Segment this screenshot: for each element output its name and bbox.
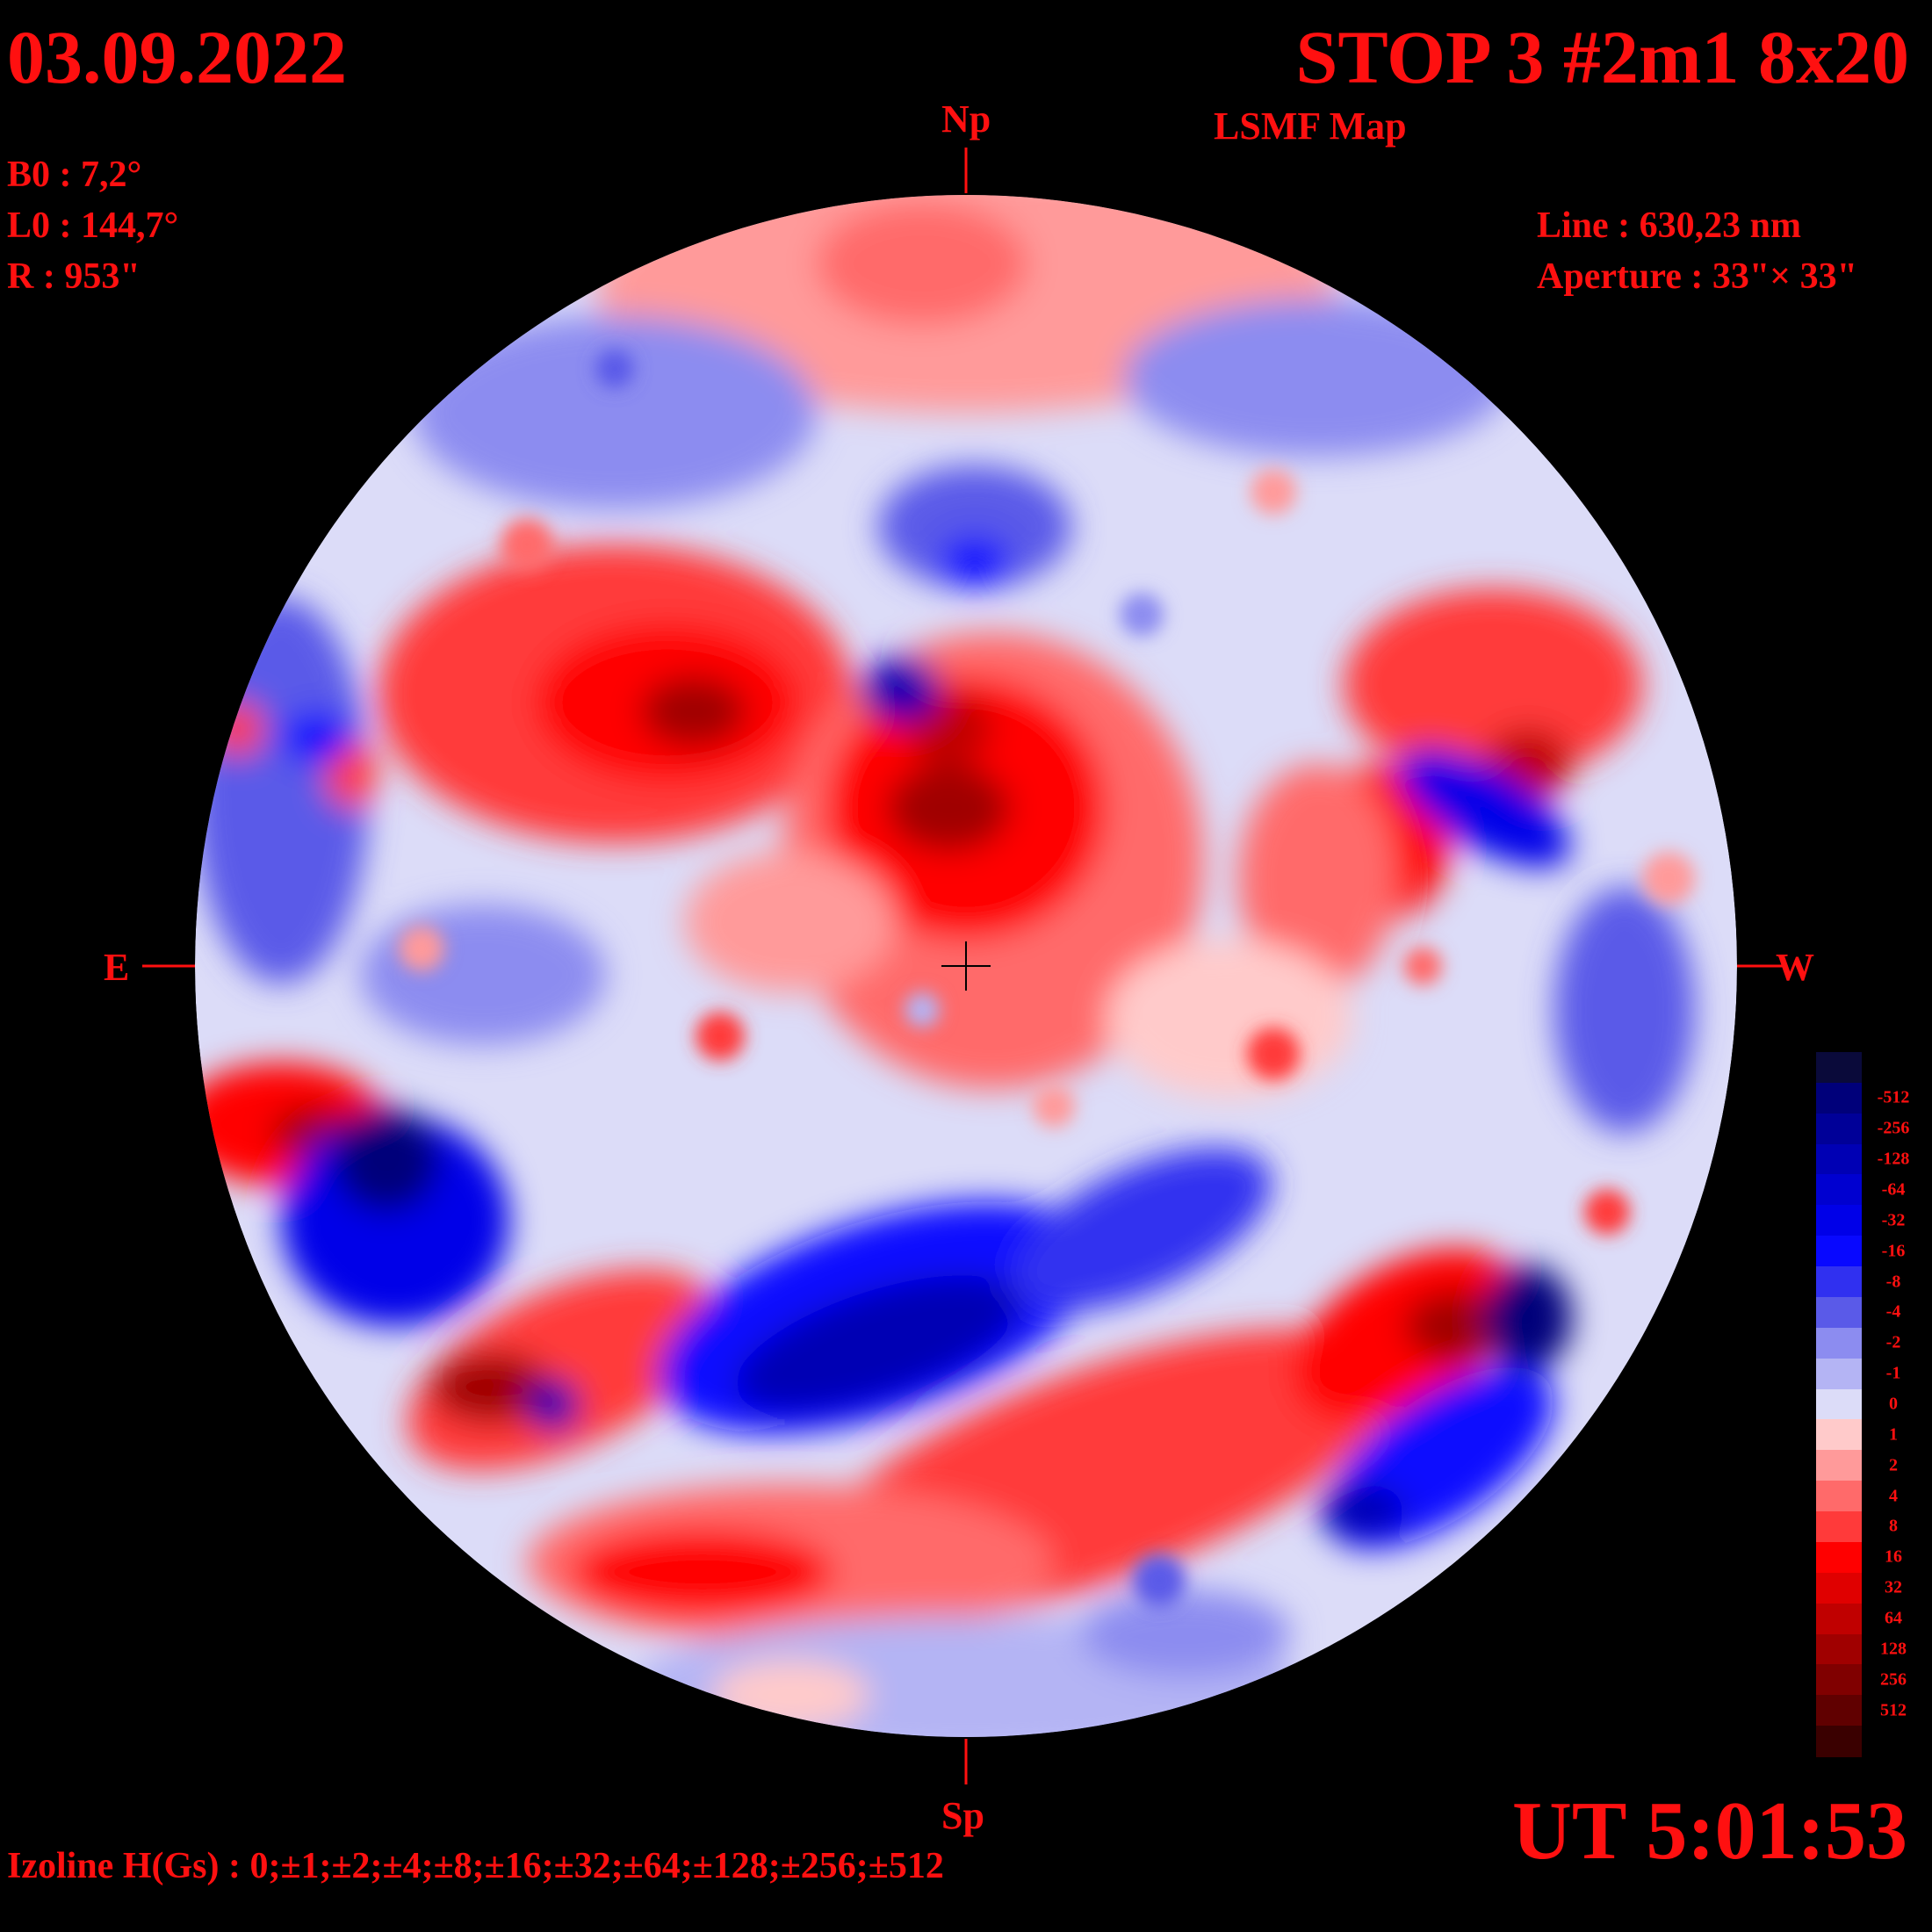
legend-swatch [1816,1174,1862,1207]
l0-value: L0 : 144,7° [7,205,179,246]
legend-swatch [1816,1572,1862,1604]
small-scale-features [399,350,1695,1607]
legend-label: 64 [1885,1608,1902,1628]
west-label: W [1776,946,1814,989]
legend-swatch [1816,1633,1862,1666]
legend-swatch [1816,1481,1862,1513]
legend-label: 128 [1880,1639,1907,1659]
axis-ticks [142,148,1783,1784]
legend-label: 1 [1889,1424,1898,1445]
legend-swatch [1816,1296,1862,1329]
east-label: E [104,946,130,989]
polarity-regions [195,195,1695,1737]
legend-label: 4 [1889,1486,1898,1506]
solar-disk [195,195,1737,1737]
north-pole-label: Np [941,97,991,141]
legend-swatch [1816,1541,1862,1574]
radius-value: R : 953" [7,256,141,297]
legend-label: 512 [1880,1700,1907,1720]
legend-label: -2 [1885,1332,1901,1352]
legend-label: -32 [1881,1210,1906,1230]
legend-label: 32 [1885,1577,1902,1597]
observation-date: 03.09.2022 [7,15,347,99]
legend-swatch [1816,1143,1862,1176]
legend-swatch [1816,1726,1862,1757]
legend-label: -1 [1885,1363,1901,1383]
legend-swatch [1816,1358,1862,1390]
legend-swatch [1816,1266,1862,1298]
color-scale-legend: -512 -256 -128 -64 -32 -16 -8 -4 -2 -1 0 1 2 4 8 16 32 64… [1816,1052,1921,1757]
observation-info: Line : 630,23 nm Aperture : 33"× 33" [1537,207,1857,309]
legend-label: 16 [1885,1546,1902,1567]
legend-label: -64 [1881,1179,1906,1200]
aperture: Aperture : 33"× 33" [1537,256,1857,297]
legend-label: 8 [1889,1516,1898,1536]
universal-time: UT 5:01:53 [1512,1785,1907,1877]
legend-swatch [1816,1236,1862,1268]
legend-label: -8 [1885,1272,1901,1292]
legend-swatch [1816,1082,1862,1114]
map-subtitle: LSMF Map [1214,105,1407,148]
legend-swatch [1816,1603,1862,1635]
spectral-line: Line : 630,23 nm [1537,205,1802,246]
legend-label: 256 [1880,1669,1907,1690]
legend-label: -256 [1877,1118,1910,1138]
map-title: STOP 3 #2m1 8x20 [1295,15,1909,99]
legend-label: -128 [1877,1149,1910,1169]
legend-swatch [1816,1327,1862,1359]
legend-swatch [1816,1419,1862,1452]
legend-swatch [1816,1052,1862,1084]
legend-swatch [1816,1511,1862,1543]
legend-swatch [1816,1450,1862,1482]
legend-label: -512 [1877,1087,1910,1107]
solar-parameters: B0 : 7,2° L0 : 144,7° R : 953" [7,156,178,309]
izoline-levels: Izoline H(Gs) : 0;±1;±2;±4;±8;±16;±32;±6… [7,1846,944,1886]
legend-label: 0 [1889,1394,1898,1414]
legend-label: -16 [1881,1241,1906,1261]
legend-swatch [1816,1664,1862,1697]
center-crosshair [941,941,991,991]
legend-swatch [1816,1695,1862,1727]
south-pole-label: Sp [941,1794,984,1837]
legend-label: 2 [1889,1455,1898,1475]
legend-label: -4 [1885,1301,1901,1322]
legend-swatch [1816,1205,1862,1237]
legend-swatch [1816,1388,1862,1421]
legend-swatch [1816,1113,1862,1145]
b0-value: B0 : 7,2° [7,155,142,195]
